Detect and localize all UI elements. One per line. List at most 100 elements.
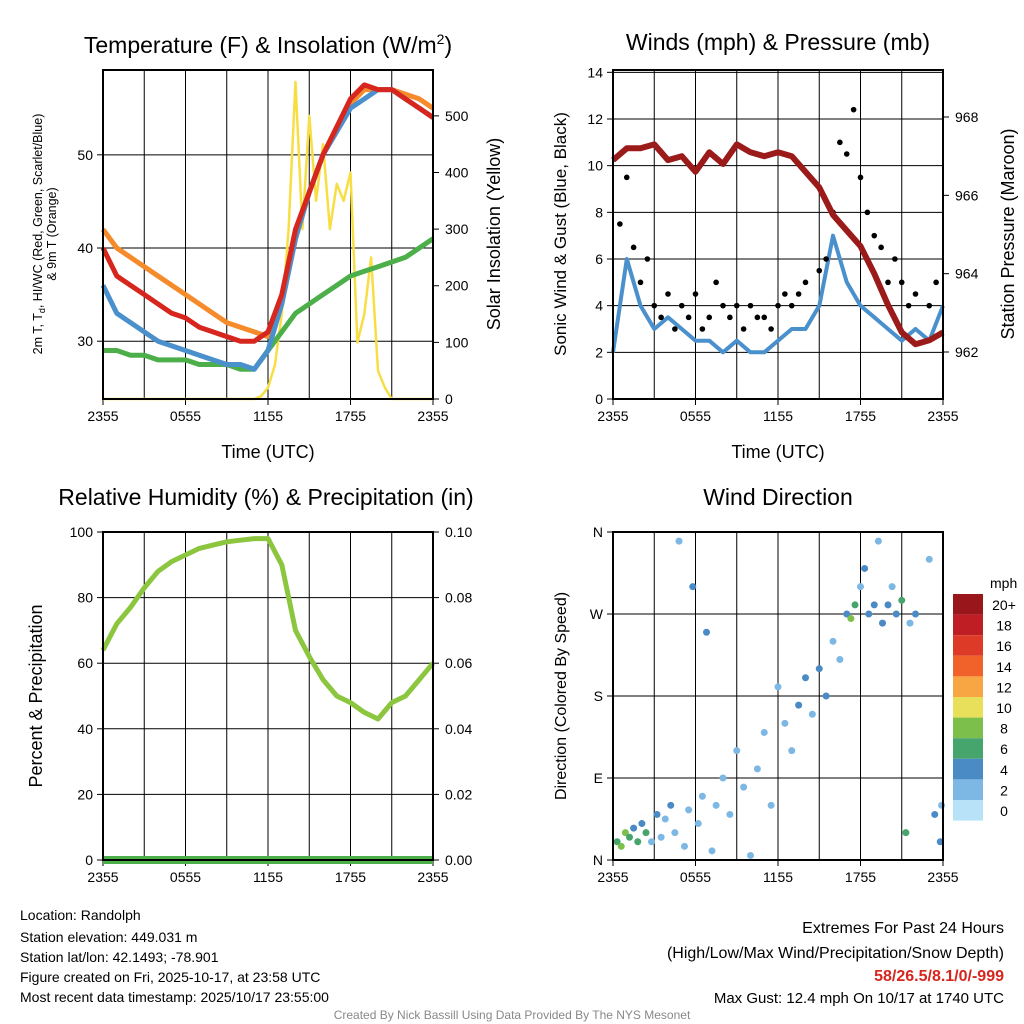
- direction-point: [851, 601, 859, 609]
- y2-tick-label: 200: [445, 278, 469, 294]
- gust-point: [740, 326, 747, 332]
- direction-point: [648, 838, 655, 846]
- x-tick-label: 0555: [170, 408, 201, 424]
- legend-swatch: [953, 594, 983, 615]
- humidity-panel: Relative Humidity (%) & Precipitation (i…: [26, 484, 474, 885]
- x-axis-label: Time (UTC): [221, 442, 314, 462]
- gust-point: [692, 291, 699, 297]
- direction-point: [884, 601, 892, 609]
- direction-point: [925, 555, 933, 563]
- gust-point: [720, 302, 726, 309]
- gust-point: [850, 106, 857, 113]
- y2-tick-label: 100: [445, 334, 469, 350]
- elevation-text: Station elevation: 449.031 m: [20, 929, 197, 945]
- direction-point: [667, 801, 675, 809]
- gust-point: [651, 302, 658, 309]
- direction-point: [740, 783, 748, 791]
- y2-tick-label: 500: [445, 108, 469, 124]
- legend-swatch: [953, 655, 983, 677]
- x-tick-label: 1755: [845, 408, 876, 424]
- created-text: Figure created on Fri, 2025-10-17, at 23…: [20, 969, 320, 985]
- direction-point: [902, 829, 910, 837]
- y2-tick-label: 968: [955, 109, 979, 125]
- x-tick-label: 2355: [87, 408, 118, 424]
- y2-axis-label: Solar Insolation (Yellow): [484, 138, 504, 330]
- y2-tick-label: 300: [445, 221, 469, 237]
- direction-point: [675, 537, 683, 545]
- y-tick-label: 40: [77, 721, 93, 737]
- winds-panel: Winds (mph) & Pressure (mb) Time (UTC) S…: [551, 29, 1018, 462]
- direction-point: [698, 792, 706, 800]
- gust-point: [713, 279, 719, 286]
- gust-point: [857, 174, 864, 181]
- gust-point: [905, 302, 912, 309]
- direction-point: [892, 610, 900, 618]
- legend-swatch: [953, 738, 983, 759]
- temperature-panel: Temperature (F) & Insolation (W/m2) Time…: [31, 31, 504, 462]
- direction-point: [638, 820, 646, 828]
- y2-tick-label: 0: [445, 391, 453, 407]
- legend-swatch: [953, 800, 983, 821]
- direction-point: [843, 610, 851, 618]
- gust-point: [747, 302, 754, 309]
- gust-point: [788, 302, 795, 309]
- legend-label: 18: [996, 618, 1012, 634]
- y-tick-label: 14: [587, 64, 603, 80]
- x-tick-label: 1155: [253, 408, 283, 424]
- y-tick-label: 8: [595, 204, 603, 220]
- y-axis-label: Percent & Precipitation: [26, 604, 46, 787]
- direction-point: [808, 710, 816, 718]
- direction-point: [719, 774, 727, 782]
- direction-point: [733, 747, 741, 755]
- y2-tick-label: 0.06: [445, 655, 472, 671]
- latlon-text: Station lat/lon: 42.1493; -78.901: [20, 949, 219, 965]
- gust-point: [898, 279, 905, 286]
- direction-point: [671, 829, 679, 837]
- gust-point: [885, 279, 891, 286]
- y-axis-label: Sonic Wind & Gust (Blue, Black): [551, 112, 570, 356]
- direction-point: [642, 829, 650, 837]
- title-text: Temperature (F) & Insolation (W/m: [84, 32, 437, 58]
- humidity-title: Relative Humidity (%) & Precipitation (i…: [58, 484, 473, 510]
- temperature-title: Temperature (F) & Insolation (W/m2): [84, 31, 452, 58]
- direction-point: [829, 637, 837, 645]
- y2-tick-label: 0.08: [445, 590, 472, 606]
- gust-point: [912, 291, 919, 297]
- direction-point: [617, 842, 625, 850]
- gust-point: [795, 291, 802, 297]
- legend-label: 2: [1000, 782, 1008, 798]
- gust-point: [843, 151, 850, 157]
- gust-point: [658, 314, 664, 321]
- y-tick-label: 20: [77, 786, 93, 802]
- legend-swatch: [953, 697, 983, 718]
- gust-point: [672, 326, 678, 332]
- gust-point: [623, 174, 630, 181]
- gust-point: [706, 314, 713, 321]
- gust-point: [754, 314, 761, 321]
- gust-point: [644, 256, 651, 262]
- direction-point: [703, 628, 710, 636]
- y-tick-label: 0: [85, 852, 93, 868]
- direction-point: [865, 610, 873, 618]
- direction-point: [802, 674, 809, 682]
- direction-point: [661, 815, 669, 823]
- y-tick-label: 100: [70, 524, 94, 540]
- y-tick-label: 30: [77, 333, 93, 349]
- x-tick-label: 2355: [417, 869, 448, 885]
- direction-point: [938, 801, 946, 809]
- legend-swatch: [953, 758, 983, 780]
- legend-label: 4: [1000, 762, 1008, 778]
- gust-point: [775, 302, 781, 309]
- x-tick-label: 1155: [253, 869, 283, 885]
- legend-label: 20+: [992, 597, 1016, 613]
- direction-point: [626, 833, 633, 841]
- gust-point: [871, 232, 878, 239]
- direction-point: [613, 838, 621, 846]
- x-axis-label: Time (UTC): [731, 442, 824, 462]
- gust-point: [630, 244, 637, 251]
- legend-label: 14: [996, 659, 1012, 675]
- x-tick-label: 2355: [87, 869, 118, 885]
- direction-point: [822, 692, 830, 700]
- y-tick-label: E: [594, 770, 603, 786]
